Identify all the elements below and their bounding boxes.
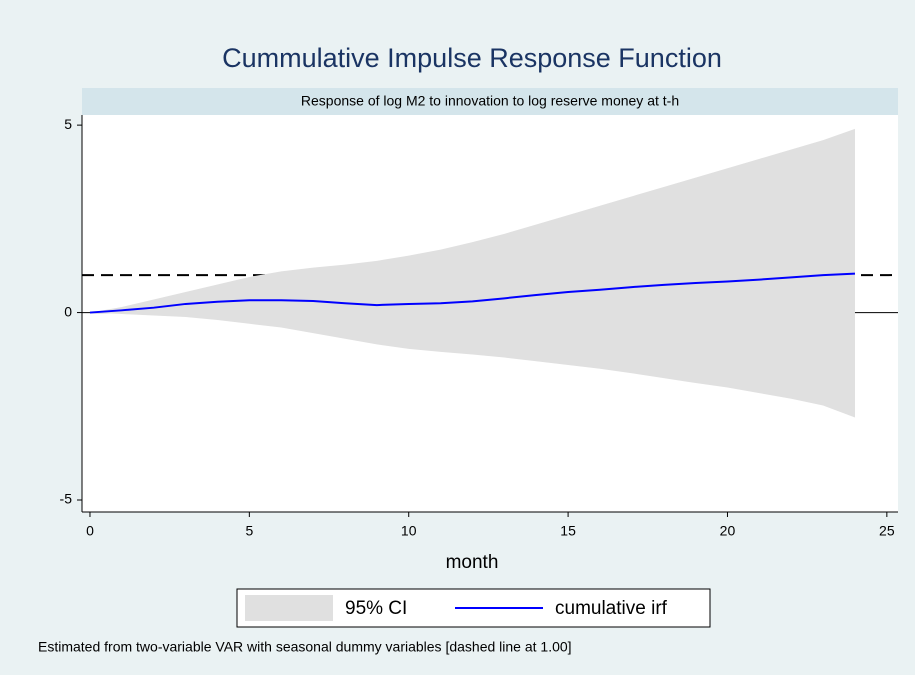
- plot: [82, 128, 898, 418]
- x-tick-label: 25: [879, 523, 895, 539]
- legend-label: 95% CI: [345, 598, 407, 619]
- irf-line: [89, 272, 856, 314]
- chart-title: Cummulative Impulse Response Function: [222, 43, 722, 73]
- x-tick-label: 0: [86, 523, 94, 539]
- x-axis-label: month: [446, 552, 499, 573]
- legend-items: 95% CI cumulative irf: [245, 595, 668, 621]
- x-tick-label: 15: [560, 523, 576, 539]
- subtitle-band: [82, 88, 898, 115]
- x-tick-label: 10: [401, 523, 417, 539]
- legend-label: cumulative irf: [555, 598, 668, 619]
- y-tick-label: 0: [64, 303, 72, 319]
- y-tick-label: 5: [64, 116, 72, 132]
- chart-subtitle: Response of log M2 to innovation to log …: [301, 93, 679, 109]
- legend-swatch: [245, 595, 333, 621]
- x-tick-label: 20: [720, 523, 736, 539]
- y-tick-label: -5: [60, 491, 73, 507]
- note: Estimated from two-variable VAR with sea…: [38, 639, 572, 655]
- ci-area: [89, 128, 855, 418]
- x-tick-label: 5: [245, 523, 253, 539]
